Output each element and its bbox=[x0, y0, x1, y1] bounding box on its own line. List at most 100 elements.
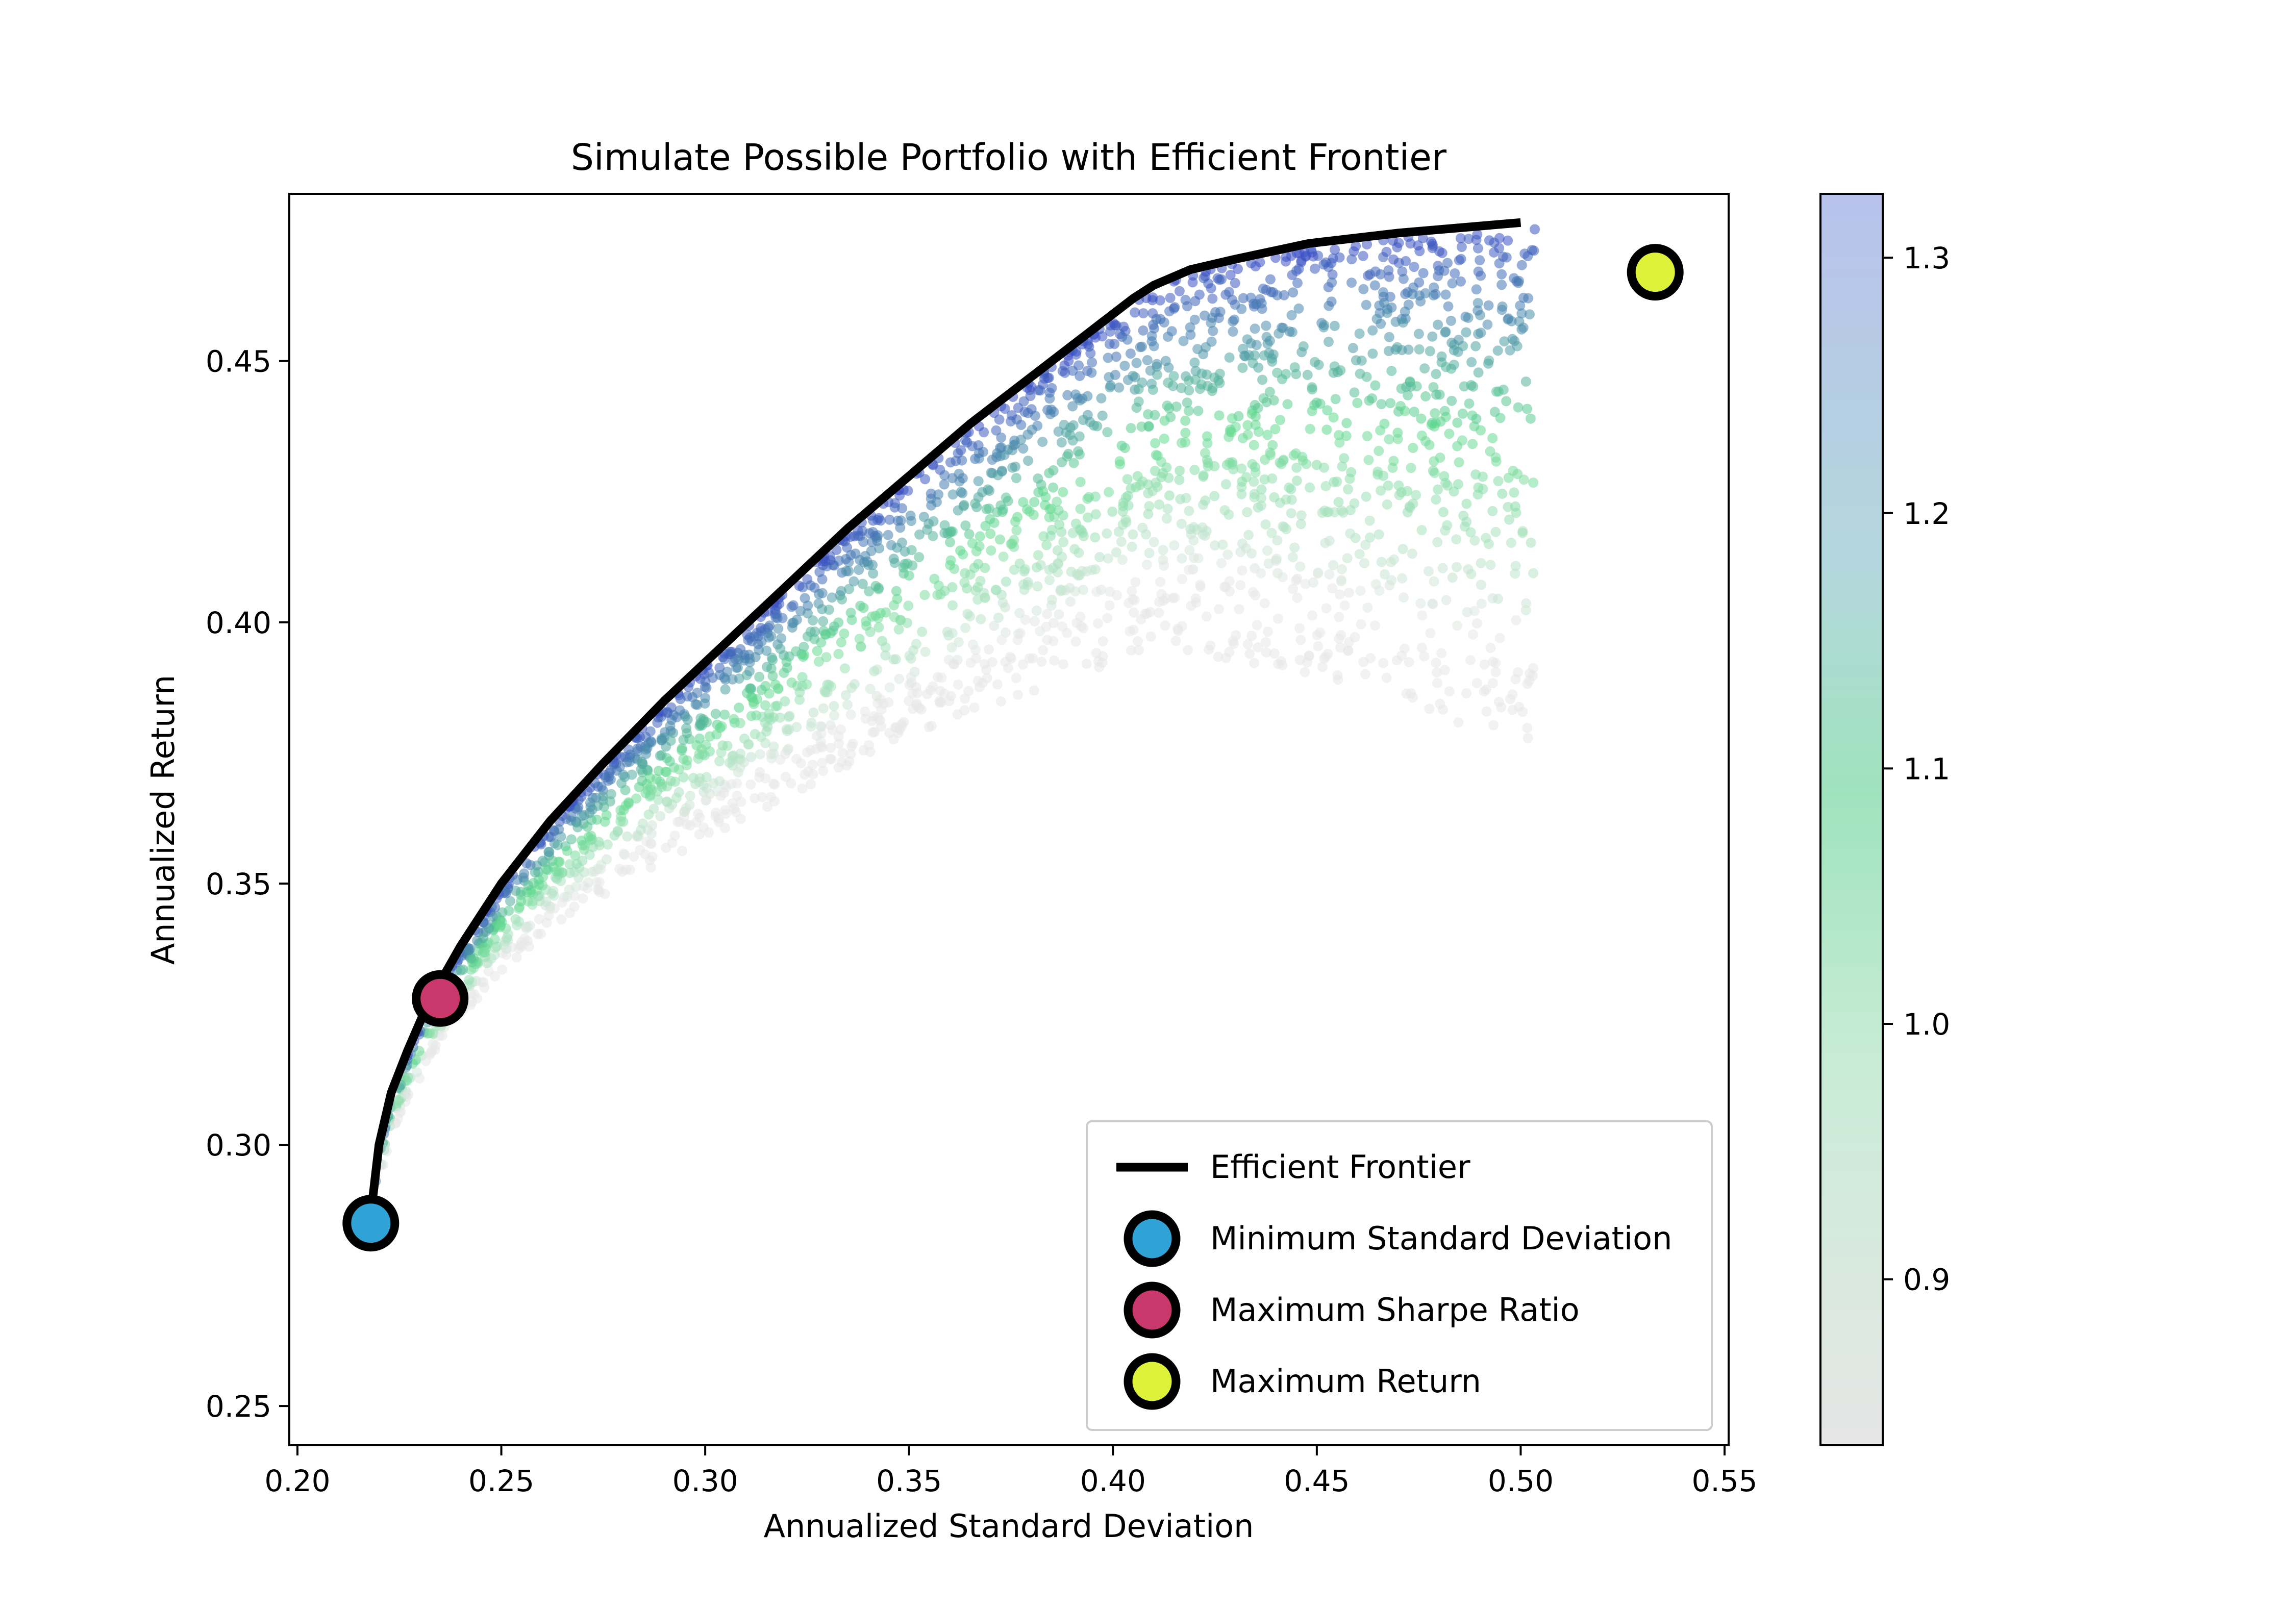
portfolio-point bbox=[1250, 323, 1260, 334]
portfolio-point bbox=[1296, 510, 1307, 521]
portfolio-point bbox=[1434, 389, 1445, 400]
portfolio-point bbox=[994, 534, 1005, 545]
portfolio-point bbox=[622, 831, 633, 842]
portfolio-point bbox=[1135, 342, 1145, 353]
portfolio-point bbox=[836, 586, 846, 596]
portfolio-point bbox=[1073, 446, 1084, 457]
portfolio-point bbox=[812, 731, 822, 741]
portfolio-point bbox=[1343, 645, 1354, 656]
portfolio-point bbox=[1184, 545, 1195, 556]
portfolio-point bbox=[1435, 416, 1446, 427]
y-axis-label: Annualized Return bbox=[144, 675, 182, 965]
portfolio-point bbox=[1382, 499, 1392, 510]
portfolio-point bbox=[1398, 317, 1408, 328]
portfolio-point bbox=[1367, 325, 1378, 336]
portfolio-point bbox=[1382, 308, 1392, 318]
portfolio-point bbox=[682, 714, 693, 725]
portfolio-point bbox=[1253, 502, 1263, 513]
portfolio-point bbox=[466, 953, 477, 964]
portfolio-point bbox=[1433, 271, 1443, 282]
portfolio-point bbox=[1392, 434, 1403, 444]
portfolio-point bbox=[876, 705, 887, 715]
portfolio-point bbox=[1346, 278, 1357, 288]
portfolio-point bbox=[1463, 234, 1474, 244]
portfolio-point bbox=[1277, 660, 1288, 670]
portfolio-point bbox=[1165, 292, 1176, 303]
portfolio-point bbox=[1433, 484, 1443, 495]
portfolio-point bbox=[845, 608, 856, 618]
portfolio-point bbox=[1503, 314, 1513, 325]
portfolio-point bbox=[1040, 500, 1051, 510]
portfolio-point bbox=[548, 886, 559, 896]
portfolio-point bbox=[1471, 618, 1482, 629]
portfolio-point bbox=[678, 735, 689, 745]
portfolio-point bbox=[1343, 587, 1354, 598]
portfolio-point bbox=[1468, 381, 1479, 392]
portfolio-point bbox=[1061, 427, 1071, 438]
portfolio-point bbox=[939, 470, 950, 481]
portfolio-point bbox=[1167, 593, 1178, 604]
portfolio-point bbox=[1526, 537, 1536, 548]
portfolio-point bbox=[1141, 560, 1152, 570]
portfolio-point bbox=[1013, 690, 1024, 700]
portfolio-point bbox=[692, 688, 703, 698]
portfolio-point bbox=[1234, 604, 1244, 614]
portfolio-point bbox=[754, 671, 765, 682]
portfolio-point bbox=[935, 686, 945, 696]
portfolio-point bbox=[1038, 486, 1049, 496]
portfolio-point bbox=[645, 838, 656, 849]
portfolio-point bbox=[1271, 556, 1282, 566]
portfolio-point bbox=[1388, 254, 1399, 265]
portfolio-point bbox=[1341, 418, 1352, 429]
portfolio-point bbox=[1122, 374, 1133, 385]
portfolio-point bbox=[1510, 568, 1520, 579]
portfolio-point bbox=[631, 793, 641, 804]
portfolio-point bbox=[1268, 287, 1279, 297]
portfolio-point bbox=[1036, 657, 1047, 667]
portfolio-point bbox=[1483, 539, 1494, 549]
portfolio-point bbox=[1242, 639, 1253, 649]
portfolio-point bbox=[1147, 308, 1158, 319]
portfolio-point bbox=[829, 701, 839, 712]
portfolio-point bbox=[1146, 379, 1157, 389]
portfolio-point bbox=[1102, 528, 1112, 539]
portfolio-point bbox=[1431, 658, 1441, 668]
portfolio-point bbox=[1093, 656, 1104, 666]
portfolio-point bbox=[716, 721, 727, 732]
portfolio-point bbox=[1462, 607, 1473, 617]
portfolio-point bbox=[1450, 268, 1460, 279]
portfolio-point bbox=[1432, 667, 1442, 678]
portfolio-point bbox=[1392, 342, 1403, 353]
portfolio-point bbox=[992, 679, 1003, 690]
portfolio-point bbox=[926, 488, 936, 499]
portfolio-point bbox=[1431, 494, 1441, 505]
portfolio-point bbox=[665, 775, 676, 786]
portfolio-point bbox=[773, 683, 784, 694]
portfolio-point bbox=[1118, 321, 1129, 332]
portfolio-point bbox=[756, 685, 767, 695]
portfolio-point bbox=[1399, 592, 1409, 603]
portfolio-point bbox=[556, 914, 567, 925]
portfolio-point bbox=[1320, 481, 1331, 491]
portfolio-point bbox=[553, 857, 564, 867]
portfolio-point bbox=[1182, 397, 1192, 408]
portfolio-point bbox=[1188, 535, 1199, 546]
portfolio-point bbox=[817, 574, 828, 585]
portfolio-point bbox=[655, 750, 665, 761]
portfolio-point bbox=[1096, 393, 1107, 404]
portfolio-point bbox=[458, 964, 468, 975]
portfolio-point bbox=[726, 646, 737, 657]
portfolio-point bbox=[1489, 237, 1500, 248]
portfolio-point bbox=[1122, 474, 1133, 485]
portfolio-point bbox=[732, 778, 742, 789]
portfolio-point bbox=[1403, 299, 1414, 310]
portfolio-point bbox=[1066, 566, 1077, 577]
portfolio-point bbox=[1049, 655, 1060, 666]
portfolio-point bbox=[906, 653, 916, 664]
portfolio-point bbox=[865, 684, 876, 694]
portfolio-point bbox=[625, 749, 636, 760]
portfolio-point bbox=[1489, 407, 1500, 417]
portfolio-point bbox=[1414, 246, 1425, 257]
portfolio-point bbox=[1361, 491, 1371, 502]
portfolio-point bbox=[1475, 255, 1485, 266]
